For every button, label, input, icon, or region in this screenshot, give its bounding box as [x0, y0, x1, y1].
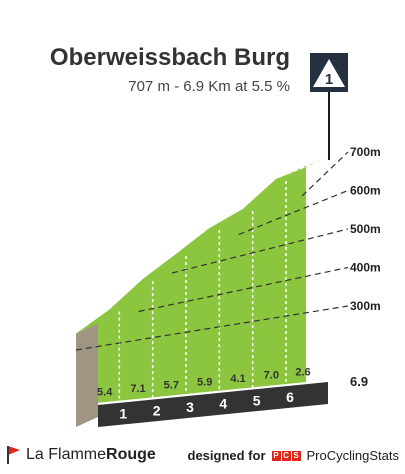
gradient-label: 5.7 — [164, 380, 179, 392]
altitude-label: 500m — [350, 222, 381, 236]
profile-base — [98, 382, 328, 427]
pcs-logo-icon: P C S — [271, 450, 302, 461]
km-marker-label: 1 — [119, 406, 127, 422]
title: Oberweissbach Burg — [49, 44, 290, 71]
km-marker-label: 5 — [253, 392, 261, 408]
pcs-letter: P — [271, 450, 281, 461]
category-number: 1 — [325, 71, 333, 88]
altitude-gridline — [138, 266, 349, 313]
profile-side-wall — [76, 323, 98, 427]
altitude-label: 700m — [350, 145, 381, 159]
km-marker-label: 6 — [286, 389, 294, 405]
altitude-gridline — [301, 151, 349, 197]
designed-for-text: designed for — [187, 448, 266, 463]
gradient-label: 2.6 — [295, 367, 310, 379]
gradient-label: 5.4 — [97, 386, 113, 398]
altitude-label: 600m — [350, 184, 381, 198]
subtitle: 707 m - 6.9 Km at 5.5 % — [128, 78, 290, 95]
km-marker-label: 4 — [219, 396, 227, 412]
profile-band-dash — [286, 161, 318, 175]
km-marker-label: 2 — [153, 402, 161, 418]
end-distance-label: 6.9 — [350, 374, 368, 389]
gradient-label: 7.0 — [264, 370, 279, 382]
designed-for-credit: designed for P C S ProCyclingStats — [188, 448, 400, 463]
brand-part1: La Flamme — [26, 446, 107, 463]
category-badge: 1 — [310, 53, 348, 92]
pcs-name: ProCyclingStats — [306, 448, 399, 463]
altitude-gridline — [75, 305, 349, 351]
altitude-gridline — [171, 228, 349, 274]
pcs-letter: S — [291, 450, 301, 461]
category-triangle-icon — [313, 59, 345, 87]
gradient-label: 4.1 — [230, 373, 245, 385]
profile-face — [76, 167, 306, 405]
gradient-label: 5.9 — [197, 376, 212, 388]
km-marker-label: 3 — [186, 399, 194, 415]
flame-flag-icon — [7, 446, 20, 464]
gradient-label: 7.1 — [130, 383, 145, 395]
brand-part2: Rouge — [106, 446, 156, 463]
pcs-letter: C — [281, 450, 291, 461]
laflammerouge-logo: La Flamme Rouge — [6, 446, 156, 464]
altitude-label: 400m — [350, 261, 381, 275]
altitude-label: 300m — [350, 299, 381, 313]
